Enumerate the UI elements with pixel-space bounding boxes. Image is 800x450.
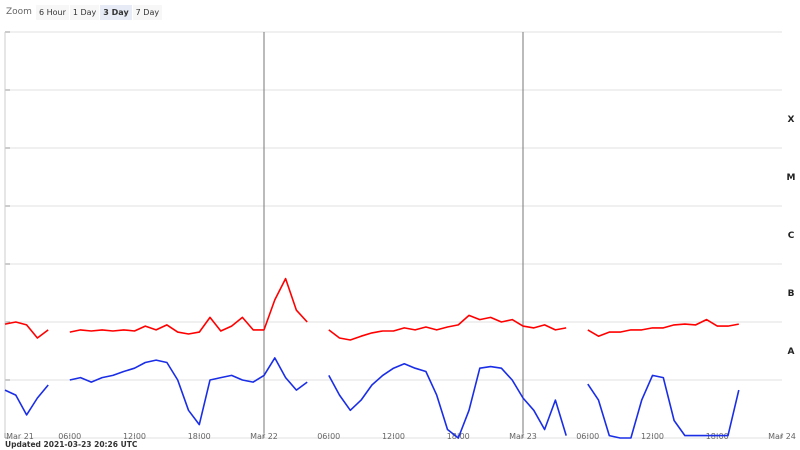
x-tick-label: 18:00 — [706, 432, 729, 441]
updated-note: Updated 2021-03-23 20:26 UTC — [5, 440, 138, 449]
x-tick-label: 12:00 — [123, 432, 146, 441]
x-tick-label: 06:00 — [576, 432, 599, 441]
zoom-button[interactable]: 1 Day — [69, 4, 100, 20]
x-tick-label: Mar 22 — [250, 432, 278, 441]
x-tick-label: 12:00 — [382, 432, 405, 441]
class-label: C — [788, 231, 795, 241]
x-tick-label: 18:00 — [188, 432, 211, 441]
class-label: A — [788, 347, 795, 357]
x-tick-label: 06:00 — [58, 432, 81, 441]
class-label: X — [788, 115, 795, 125]
zoom-button[interactable]: 7 Day — [132, 4, 163, 20]
x-tick-label: Mar 24 — [768, 432, 796, 441]
zoom-button[interactable]: 3 Day — [100, 4, 132, 20]
x-tick-label: Mar 21 — [6, 432, 34, 441]
x-tick-label: 12:00 — [641, 432, 664, 441]
flux-line — [4, 357, 740, 439]
zoom-label: Zoom — [6, 7, 32, 17]
class-label: M — [787, 173, 796, 183]
x-tick-label: 06:00 — [317, 432, 340, 441]
zoom-button[interactable]: 6 Hour — [35, 4, 69, 20]
flux-line — [4, 277, 739, 341]
x-tick-label: Mar 23 — [509, 432, 537, 441]
class-label: B — [788, 289, 795, 299]
zoom-bar: Zoom 6 Hour 1 Day 3 Day 7 Day — [6, 4, 163, 20]
